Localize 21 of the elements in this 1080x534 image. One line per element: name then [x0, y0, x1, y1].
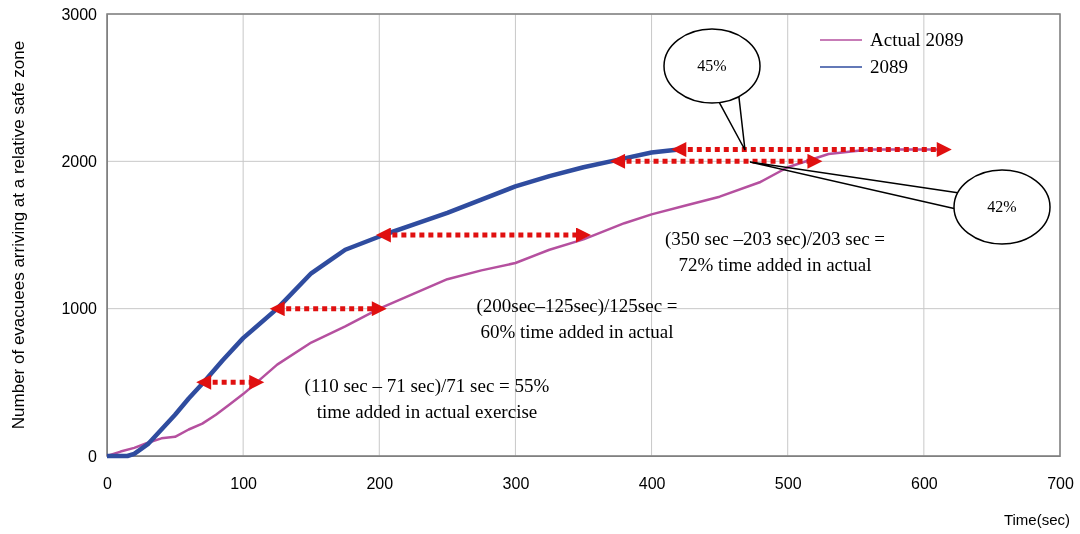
y-axis-title: Number of evacuees arriving at a relative safe zone [9, 40, 28, 430]
y-tick-label: 0 [88, 447, 98, 465]
x-tick-label: 500 [774, 475, 802, 493]
y-tick-label: 3000 [61, 5, 98, 23]
y-tick-label: 2000 [61, 152, 98, 170]
x-tick-label: 300 [502, 475, 530, 493]
x-tick-label: 700 [1047, 475, 1074, 493]
annotation: 42% [987, 198, 1017, 215]
x-tick-label: 400 [638, 475, 666, 493]
y-tick-label: 1000 [61, 300, 98, 318]
annotation: (110 sec – 71 sec)/71 sec = 55% time added in actual exercise [304, 375, 550, 422]
x-tick-label: 600 [911, 475, 938, 493]
x-tick-label: 100 [230, 475, 258, 493]
legend-label: 2089 [870, 56, 908, 77]
legend-label: Actual 2089 [870, 29, 964, 50]
x-tick-label: 200 [366, 475, 394, 493]
annotation: (350 sec –203 sec)/203 sec = 72% time added in actual [664, 228, 886, 275]
x-tick-label: 0 [103, 475, 113, 493]
annotation: (200sec–125sec)/125sec = 60% time added in actual [476, 295, 678, 342]
annotation: 45% [697, 57, 727, 74]
x-axis-title: Time(sec) [1003, 511, 1070, 528]
